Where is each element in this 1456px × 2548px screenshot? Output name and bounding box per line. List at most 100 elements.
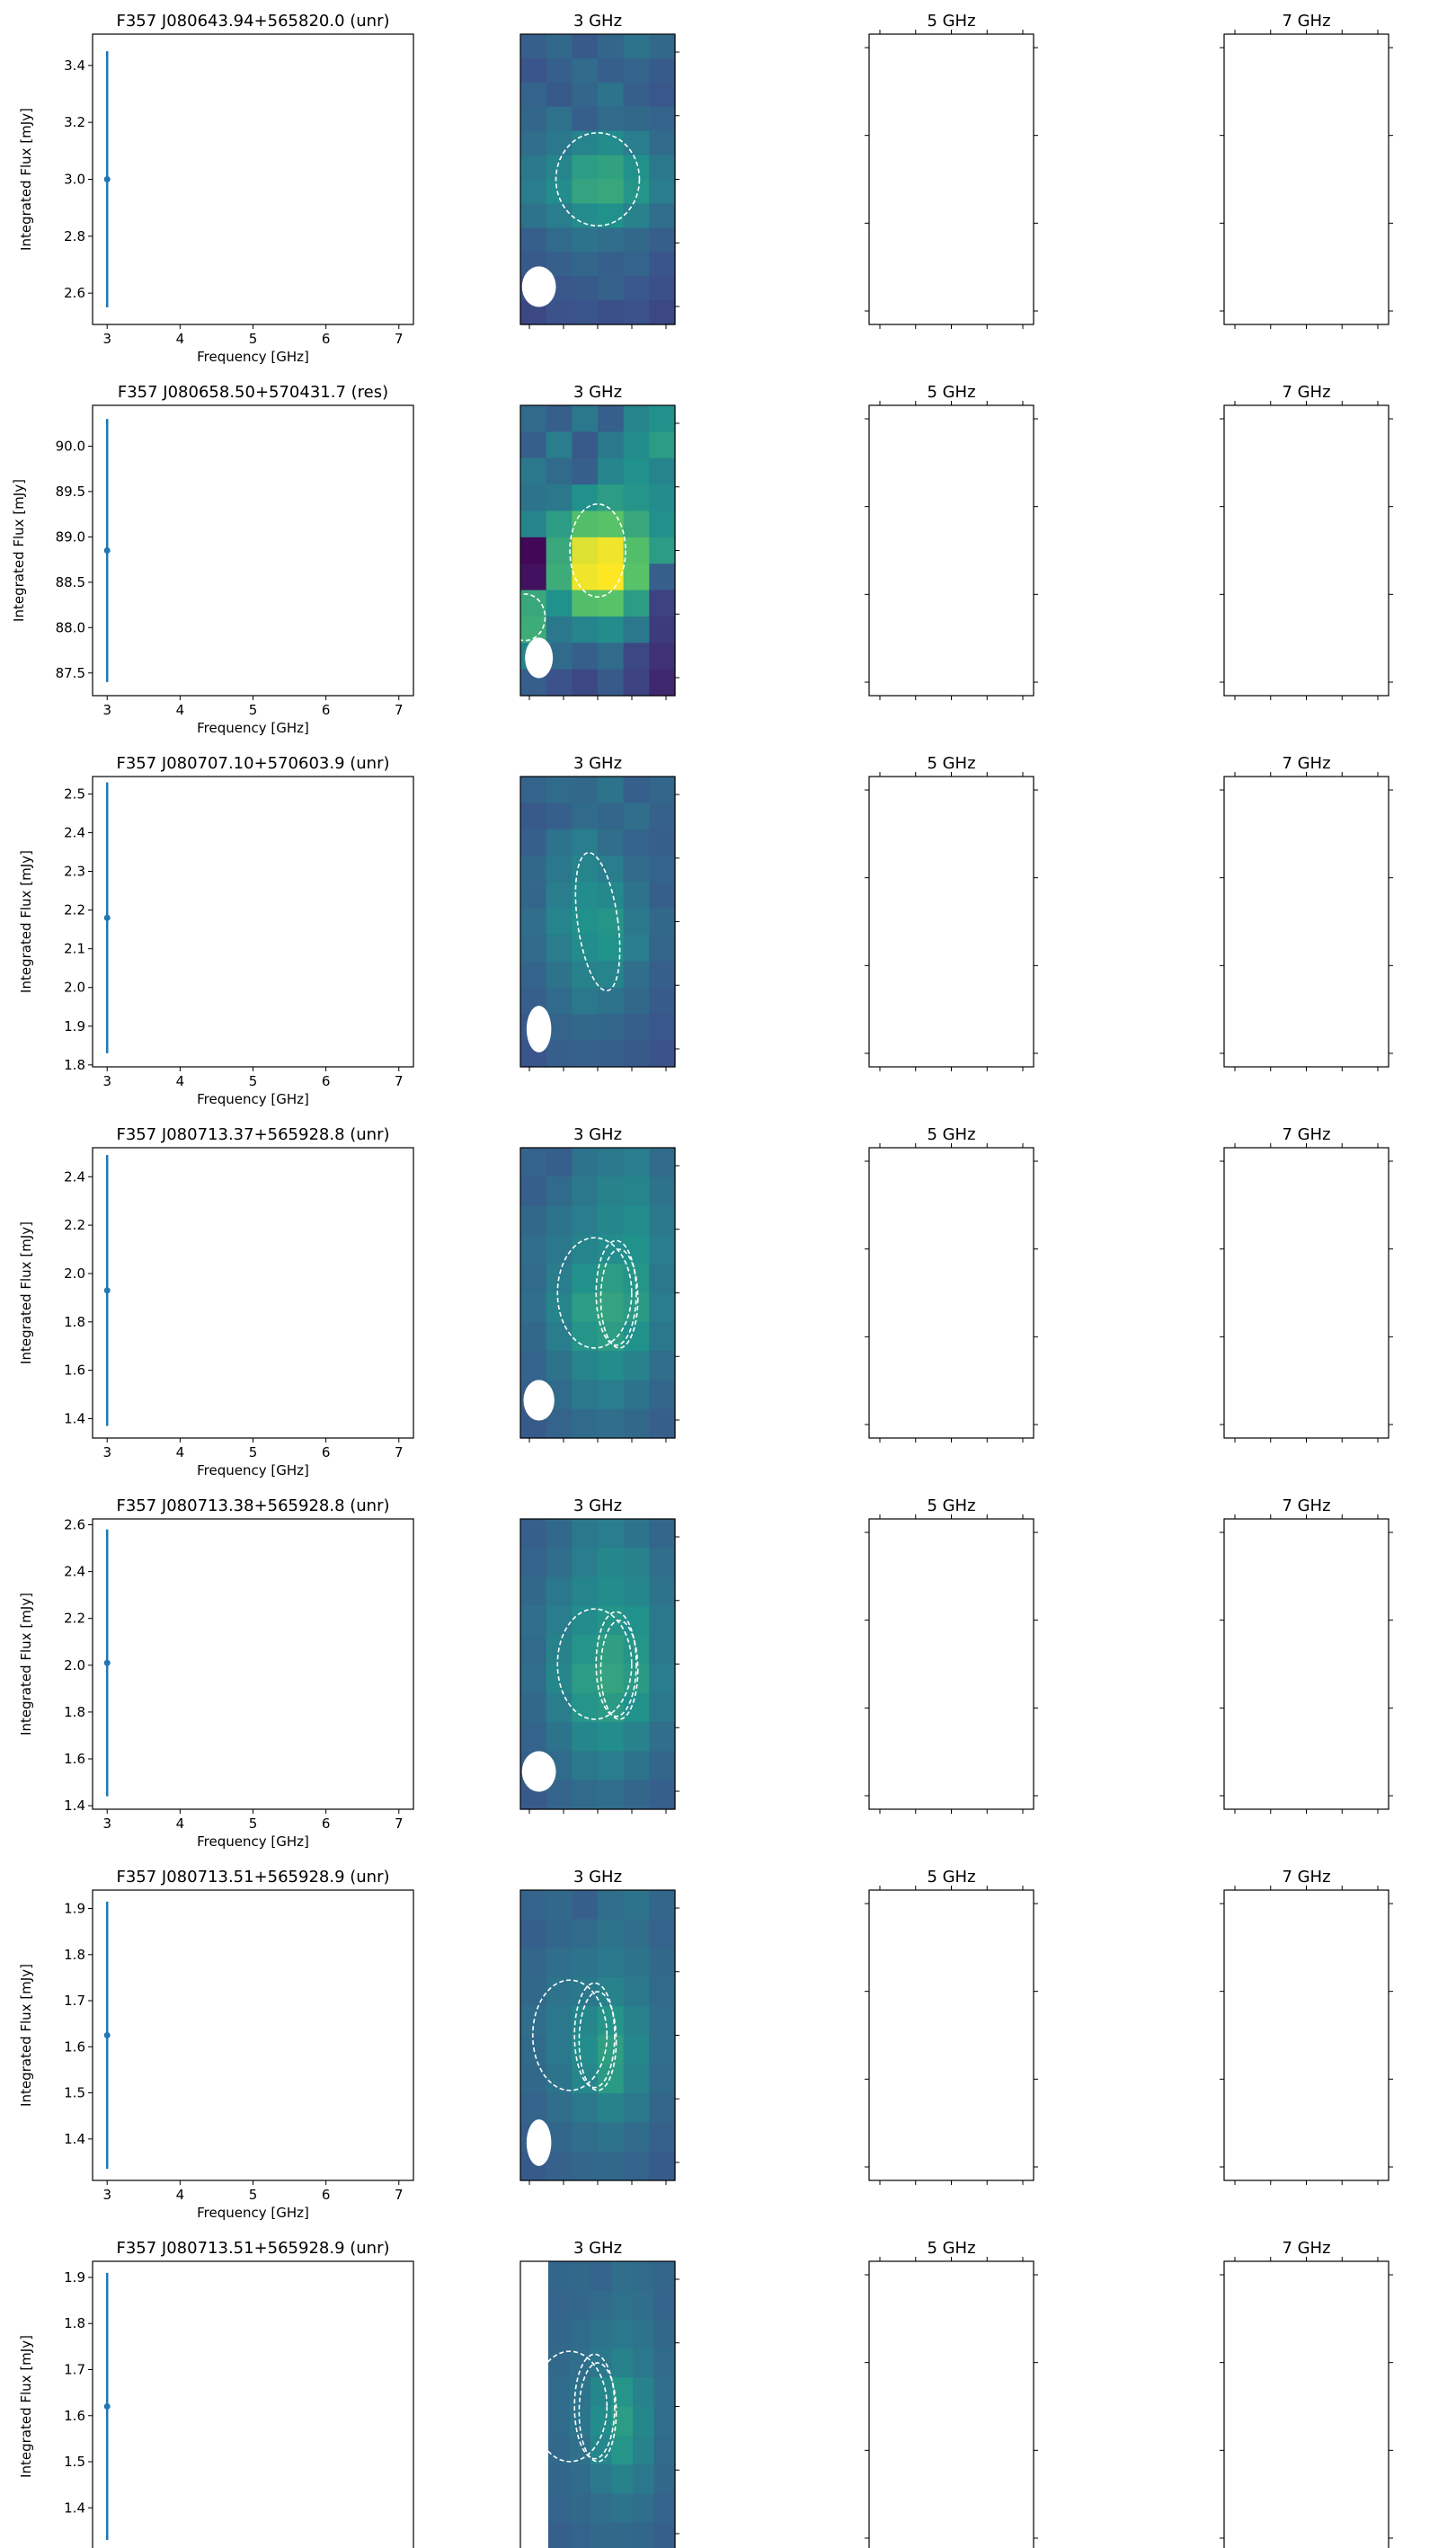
pixel xyxy=(649,537,676,564)
pixel xyxy=(569,2435,591,2465)
pixel xyxy=(649,2151,676,2181)
y-tick-label: 3.2 xyxy=(64,114,85,130)
image-axes-3ghz: 3 GHz xyxy=(503,383,679,700)
y-tick-label: 1.5 xyxy=(64,2085,85,2101)
pixel xyxy=(572,1380,599,1410)
pixel xyxy=(572,1548,599,1578)
pixel xyxy=(623,908,650,936)
x-tick-label: 6 xyxy=(322,331,331,347)
x-tick-label: 7 xyxy=(395,702,404,718)
pixel xyxy=(572,590,599,617)
pixel xyxy=(623,669,650,697)
pixel xyxy=(632,2348,655,2378)
y-tick-label: 88.5 xyxy=(56,574,85,590)
x-tick-label: 4 xyxy=(176,1816,185,1832)
pixel xyxy=(653,2261,676,2291)
pixel xyxy=(649,179,676,205)
pixel xyxy=(520,1234,547,1265)
y-tick-label: 2.6 xyxy=(64,285,85,301)
y-tick-label: 1.7 xyxy=(64,2361,85,2377)
pixel xyxy=(649,987,676,1015)
pixel xyxy=(649,58,676,84)
image-axes-5ghz: 5 GHz xyxy=(865,1868,1038,2185)
axes-frame xyxy=(92,2260,414,2548)
pixel xyxy=(572,2093,599,2123)
pixel xyxy=(546,1148,573,1177)
pixel xyxy=(632,2319,655,2349)
spectrum-title: F357 J080713.51+565928.9 (unr) xyxy=(116,1868,389,1887)
x-tick-label: 5 xyxy=(249,1816,258,1832)
pixel xyxy=(572,1321,599,1352)
pixel xyxy=(572,2151,599,2181)
x-tick-label: 4 xyxy=(176,331,185,347)
pixel xyxy=(598,1635,625,1665)
beam-ellipse xyxy=(521,1751,556,1792)
pixel xyxy=(546,856,573,883)
pixel xyxy=(546,1890,573,1920)
y-tick-label: 2.0 xyxy=(64,980,85,996)
image-axes-7ghz: 7 GHz xyxy=(1220,2239,1393,2548)
y-tick-label: 90.0 xyxy=(56,438,85,454)
pixel xyxy=(649,82,676,108)
x-tick-label: 3 xyxy=(102,2187,111,2203)
data-point xyxy=(103,176,111,182)
y-tick-label: 2.0 xyxy=(64,1265,85,1282)
beam-ellipse xyxy=(525,637,554,679)
pixel xyxy=(623,276,650,301)
pixel xyxy=(520,1148,547,1177)
pixel xyxy=(598,431,625,459)
pixel xyxy=(623,2151,650,2181)
spectrum-axes: F357 J080713.51+565928.9 (unr)345671.41.… xyxy=(18,2239,414,2548)
pixel xyxy=(632,2435,655,2465)
y-tick-label: 89.0 xyxy=(56,528,85,545)
pixel xyxy=(547,2464,571,2494)
pixel xyxy=(649,908,676,936)
x-axis-label: Frequency [GHz] xyxy=(197,1091,309,1107)
axes-frame xyxy=(868,2260,1034,2548)
pixel xyxy=(520,882,547,910)
y-tick-label: 1.6 xyxy=(64,1751,85,1767)
pixel xyxy=(520,227,547,253)
axes-frame xyxy=(92,1147,414,1439)
y-tick-label: 2.5 xyxy=(64,786,85,802)
pixel xyxy=(572,669,599,697)
pixel xyxy=(623,1576,650,1607)
pixel xyxy=(546,1548,573,1578)
pixel xyxy=(546,405,573,432)
pixel xyxy=(598,1264,625,1294)
pixel xyxy=(649,484,676,512)
image-axes-5ghz: 5 GHz xyxy=(865,1125,1038,1443)
band-title: 7 GHz xyxy=(1282,1496,1330,1515)
x-tick-label: 3 xyxy=(102,1444,111,1460)
pixel xyxy=(572,616,599,644)
pixel xyxy=(611,2348,634,2378)
pixel xyxy=(546,82,573,108)
image-axes-3ghz: 3 GHz xyxy=(519,1125,679,1443)
pixel xyxy=(590,2493,613,2524)
y-tick-label: 1.7 xyxy=(64,1993,85,2009)
pixel xyxy=(520,1664,547,1694)
pixel xyxy=(572,457,599,485)
pixel xyxy=(572,1635,599,1665)
pixel xyxy=(546,908,573,936)
y-tick-label: 1.4 xyxy=(64,2131,85,2147)
band-title: 3 GHz xyxy=(573,383,622,402)
pixel xyxy=(653,2319,676,2349)
x-tick-label: 3 xyxy=(102,1073,111,1089)
band-title: 3 GHz xyxy=(573,1125,622,1144)
pixel xyxy=(598,1722,625,1752)
pixel xyxy=(520,58,547,84)
pixel xyxy=(632,2522,655,2548)
pixel xyxy=(623,203,650,228)
pixel xyxy=(572,203,599,228)
pixel xyxy=(520,1890,547,1920)
pixel xyxy=(598,1780,625,1810)
pixel xyxy=(520,1919,547,1949)
pixel xyxy=(649,227,676,253)
pixel xyxy=(649,1780,676,1810)
pixel xyxy=(598,590,625,617)
x-tick-label: 6 xyxy=(322,2187,331,2203)
pixel xyxy=(598,179,625,205)
pixel xyxy=(623,155,650,181)
y-tick-label: 2.8 xyxy=(64,228,85,244)
